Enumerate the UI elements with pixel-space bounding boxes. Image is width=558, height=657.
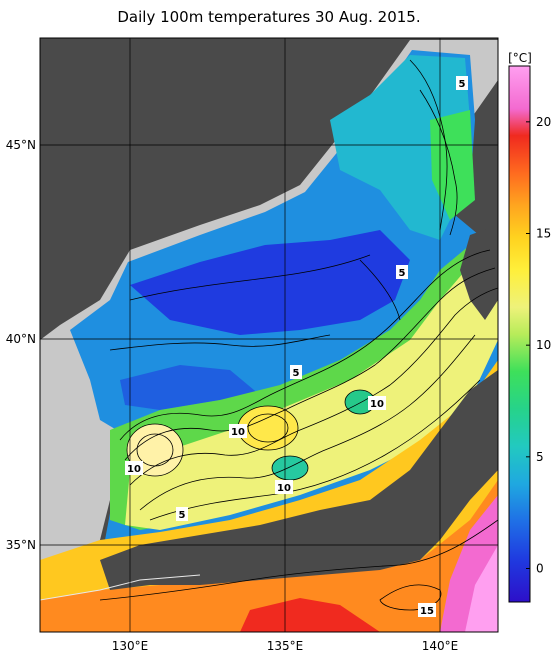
kuroshio-pink-light bbox=[465, 545, 498, 632]
south-red-patch bbox=[240, 598, 380, 632]
map-frame bbox=[39, 37, 499, 633]
graticule bbox=[40, 38, 498, 632]
contour-label-5c: 5 bbox=[293, 368, 300, 379]
lat-label-45: 45°N bbox=[6, 138, 36, 152]
contour-label-10c: 10 bbox=[127, 464, 141, 475]
colorbar-tick-label: 20 bbox=[536, 115, 551, 129]
colorbar-tick-label: 15 bbox=[536, 227, 551, 241]
contour-label-5b: 5 bbox=[399, 268, 406, 279]
contour-label-5a: 5 bbox=[459, 79, 466, 90]
colorbar: [°C] 0 5 10 15 20 bbox=[508, 51, 551, 603]
map-title: Daily 100m temperatures 30 Aug. 2015. bbox=[117, 8, 421, 26]
colorbar-unit: [°C] bbox=[508, 51, 532, 65]
contour-labels: 5 5 5 5 10 10 10 10 15 bbox=[125, 76, 468, 617]
lon-label-140: 140°E bbox=[422, 639, 459, 653]
lon-label-135: 135°E bbox=[267, 639, 304, 653]
contour-label-5d: 5 bbox=[179, 510, 186, 521]
colorbar-tick-label: 10 bbox=[536, 338, 551, 352]
colorbar-tick-label: 0 bbox=[536, 562, 544, 576]
sea-north-green bbox=[430, 110, 475, 220]
front-band-yellow bbox=[125, 260, 498, 530]
lon-label-130: 130°E bbox=[112, 639, 149, 653]
warm-eddy-1 bbox=[238, 406, 298, 450]
colorbar-gradient bbox=[508, 65, 531, 603]
axis-labels: 130°E 135°E 140°E 45°N 40°N 35°N bbox=[6, 138, 459, 653]
cold-pool bbox=[130, 230, 410, 335]
contour-label-10a: 10 bbox=[370, 399, 384, 410]
cold-eddy-2 bbox=[345, 390, 375, 414]
contour-label-15: 15 bbox=[420, 606, 434, 617]
colorbar-tick-label: 5 bbox=[536, 450, 544, 464]
hokkaido-land bbox=[460, 225, 498, 320]
contour-label-10b: 10 bbox=[231, 427, 245, 438]
coastline bbox=[40, 574, 201, 601]
lat-label-35: 35°N bbox=[6, 538, 36, 552]
honshu-land bbox=[100, 370, 498, 590]
cold-eddy-1 bbox=[272, 456, 308, 480]
lat-label-40: 40°N bbox=[6, 332, 36, 346]
contour-label-10d: 10 bbox=[277, 483, 291, 494]
